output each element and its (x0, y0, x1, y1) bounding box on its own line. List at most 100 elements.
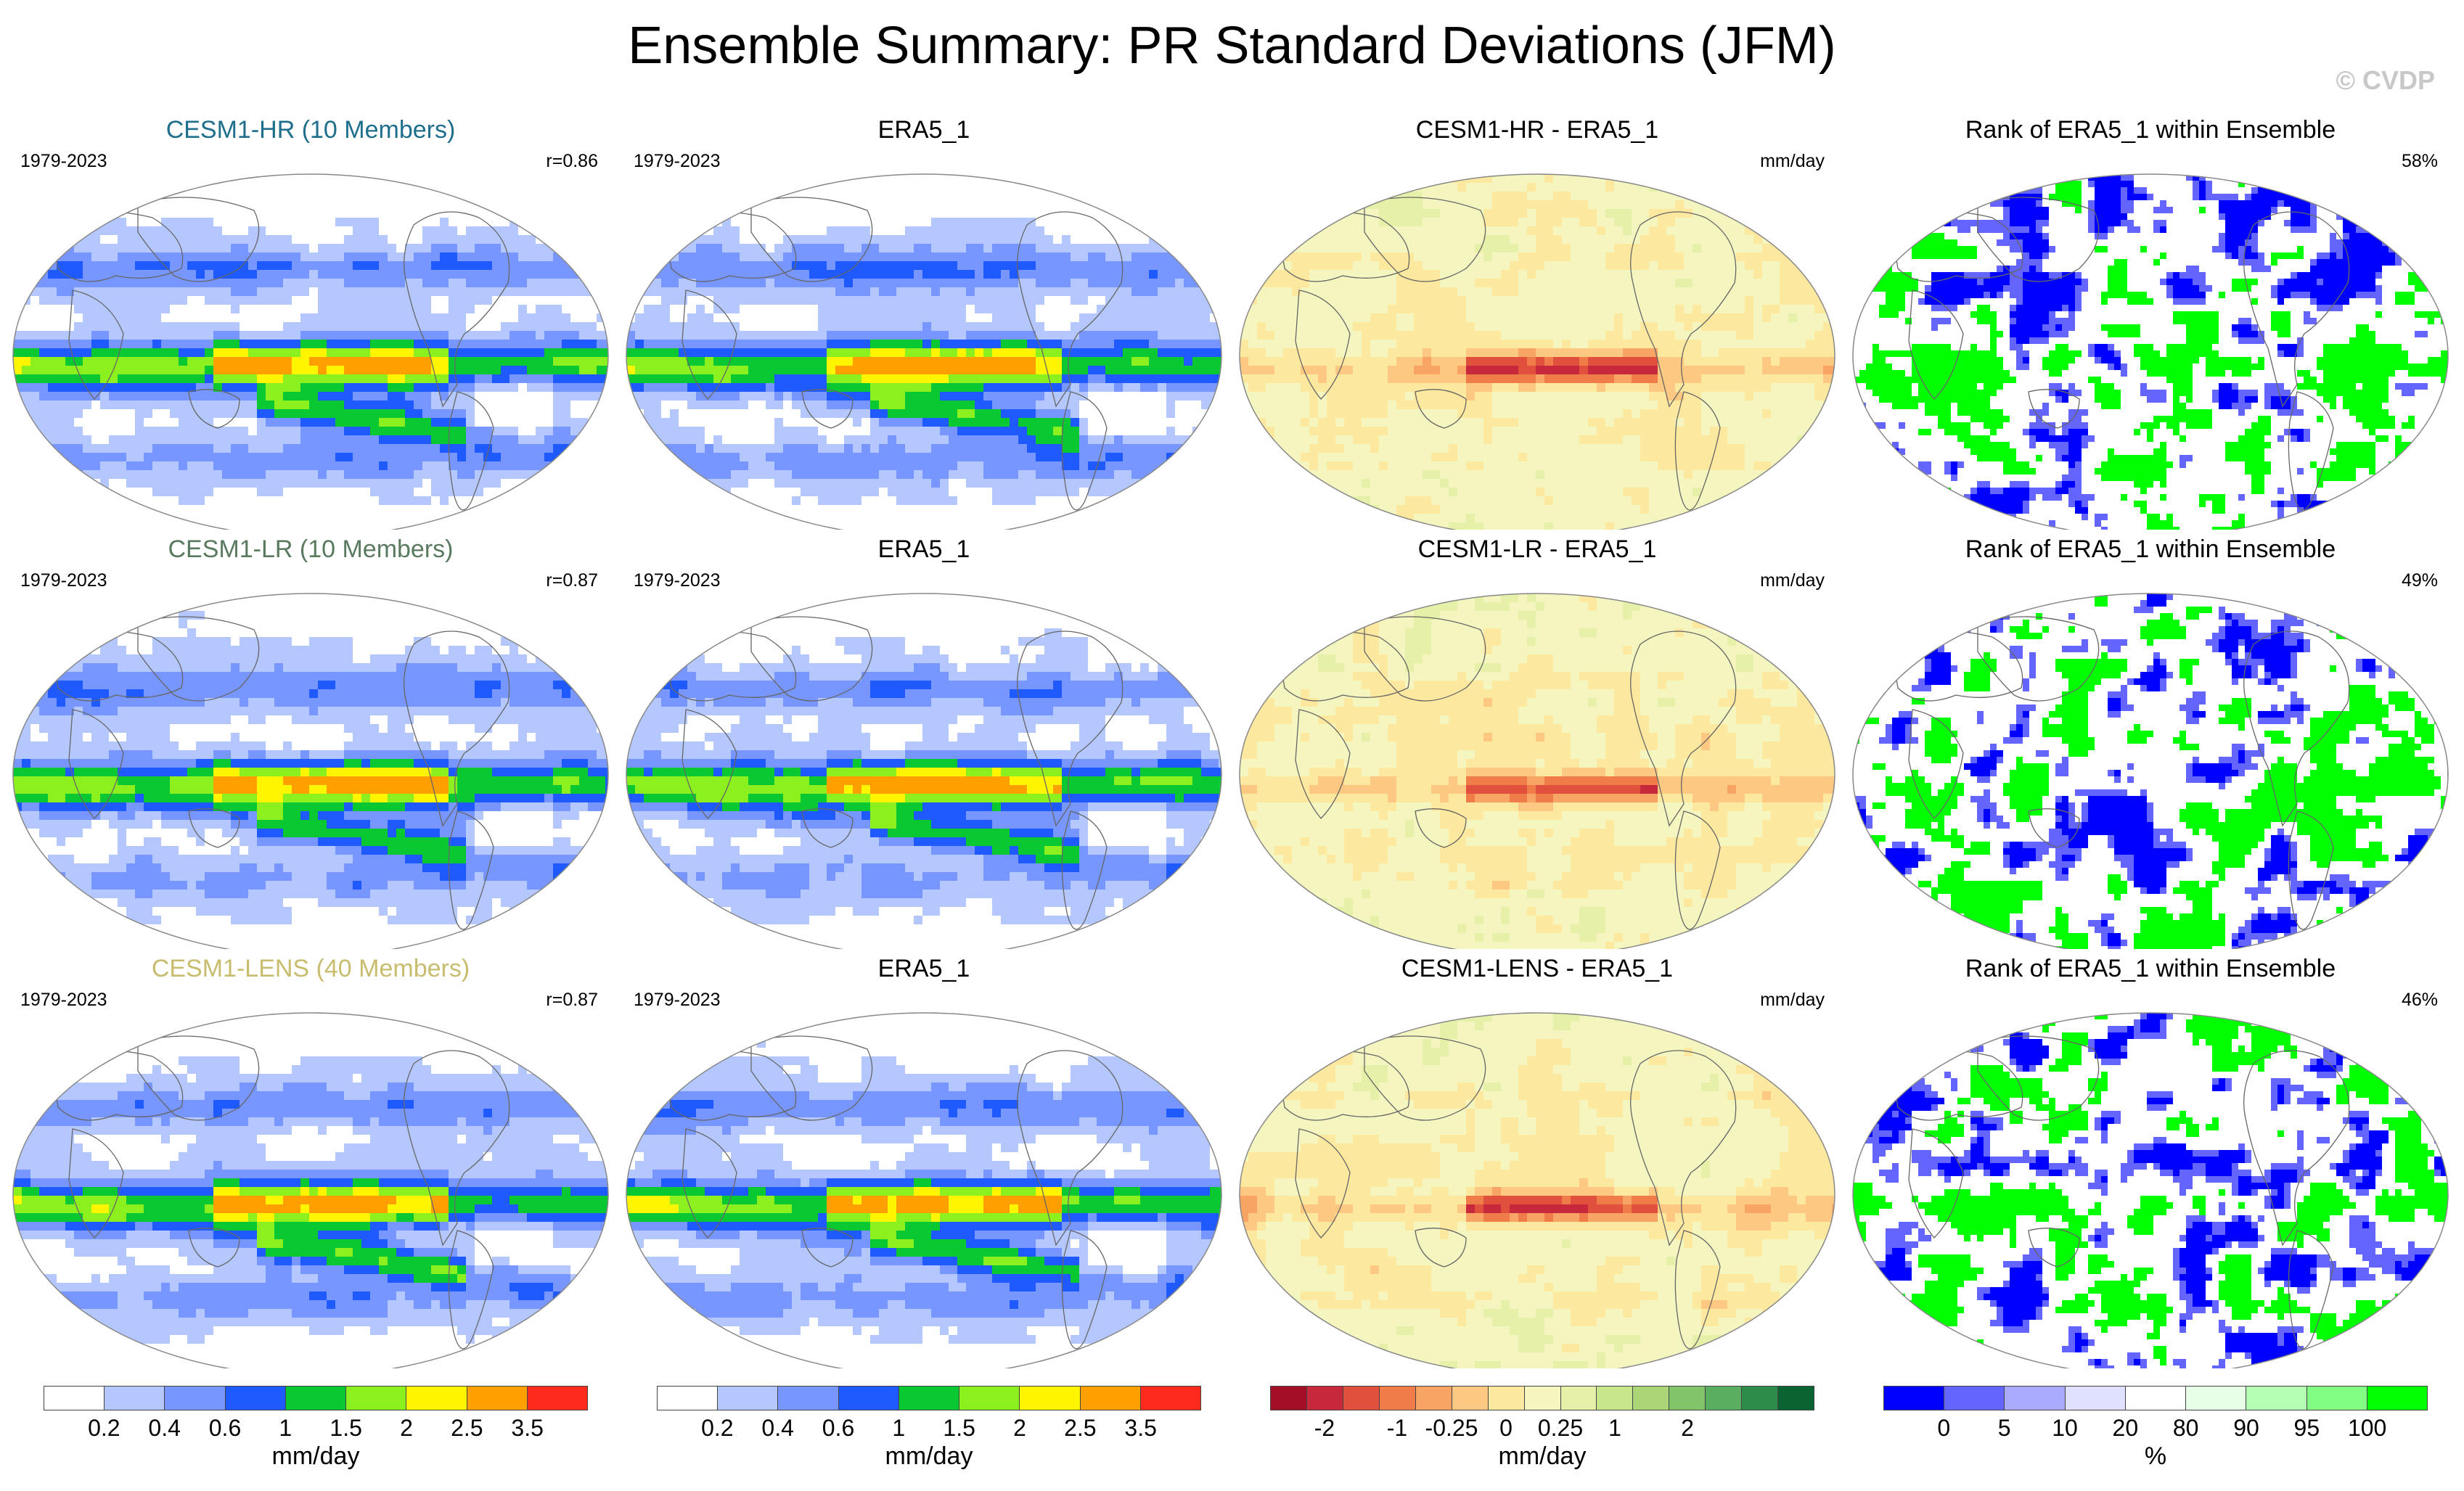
colorbar-tick-label: 1.5 (330, 1415, 361, 1442)
map-canvas (1852, 173, 2449, 530)
map-border (626, 173, 1222, 530)
map-canvas (12, 1012, 609, 1368)
map-canvas (12, 593, 609, 949)
panel-period: 1979-2023 (20, 570, 107, 591)
colorbar-unit: mm/day (1270, 1442, 1814, 1471)
map-border (1239, 1012, 1835, 1368)
colorbar-tick-label: 90 (2233, 1415, 2259, 1442)
colorbar-swatch (1020, 1386, 1081, 1410)
colorbar-swatch (1452, 1386, 1489, 1410)
figure-title: Ensemble Summary: PR Standard Deviations… (0, 16, 2464, 75)
panel-stat: r=0.87 (546, 570, 598, 591)
panel-title: ERA5_1 (621, 116, 1227, 144)
colorbar: -2 -1 -0.25 0 0.25 1 2 mm/day (1270, 1386, 1815, 1473)
map-field (1853, 174, 2448, 530)
map-field (13, 174, 608, 530)
map-border (1239, 593, 1835, 949)
panel-title: CESM1-HR - ERA5_1 (1234, 116, 1841, 144)
map-panel: Rank of ERA5_1 within Ensemble 46% (1847, 955, 2454, 1368)
map-panel: CESM1-HR (10 Members) 1979-2023 r=0.86 (7, 116, 614, 530)
map-canvas (1239, 1012, 1835, 1368)
panel-stat: 46% (2402, 990, 2438, 1011)
colorbar-tick-label: 2 (1681, 1415, 1694, 1442)
colorbar-tick-label: 20 (2113, 1415, 2139, 1442)
map-panel: CESM1-LR (10 Members) 1979-2023 r=0.87 (7, 535, 614, 949)
colorbar-swatch (899, 1386, 960, 1410)
map-border (626, 1012, 1222, 1368)
map-panel: ERA5_1 1979-2023 (621, 535, 1227, 949)
map-panel: CESM1-HR - ERA5_1 mm/day (1234, 116, 1841, 530)
map-field (1240, 1013, 1835, 1368)
colorbar-tick-label: 1 (279, 1415, 292, 1442)
panel-title: CESM1-LENS - ERA5_1 (1234, 955, 1841, 983)
map-panel: ERA5_1 1979-2023 (621, 955, 1227, 1368)
map-panel: Rank of ERA5_1 within Ensemble 49% (1847, 535, 2454, 949)
colorbar-swatch (1270, 1386, 1307, 1410)
colorbar-tick-label: 2 (1013, 1415, 1026, 1442)
colorbar-swatch (1560, 1386, 1597, 1410)
colorbar: 0.2 0.4 0.6 1 1.5 2 2.5 3.5 mm/day (44, 1386, 588, 1473)
colorbar-swatch (959, 1386, 1020, 1410)
colorbar-swatch (1742, 1386, 1779, 1410)
panel-period: 1979-2023 (20, 151, 107, 172)
panel-title: ERA5_1 (621, 955, 1227, 983)
map-panel: CESM1-LENS (40 Members) 1979-2023 r=0.87 (7, 955, 614, 1368)
colorbar-swatch (44, 1386, 105, 1410)
map-field (13, 1013, 608, 1368)
map-panel: CESM1-LR - ERA5_1 mm/day (1234, 535, 1841, 949)
colorbar-tick-label: 3.5 (511, 1415, 543, 1442)
panel-period: 1979-2023 (634, 570, 721, 591)
coastlines (50, 1035, 510, 1350)
panel-stat: 58% (2402, 151, 2438, 172)
colorbar-swatch (1488, 1386, 1525, 1410)
watermark: © CVDP (2336, 65, 2435, 96)
map-border (12, 173, 609, 530)
colorbar-swatch (1140, 1386, 1201, 1410)
map-border (1852, 1012, 2449, 1368)
map-border (626, 593, 1222, 949)
map-canvas (1239, 173, 1835, 530)
colorbar-tick-label: 0.4 (761, 1415, 793, 1442)
colorbar-tick-label: 1.5 (943, 1415, 975, 1442)
panel-stat: mm/day (1760, 570, 1825, 591)
colorbar-tick-label: 0 (1499, 1415, 1513, 1442)
colorbar-swatch (2005, 1386, 2066, 1410)
map-canvas (1852, 593, 2449, 949)
map-border (1239, 173, 1835, 530)
colorbar-swatch (1669, 1386, 1706, 1410)
colorbar-tick-label: 95 (2294, 1415, 2320, 1442)
colorbar-swatch (1706, 1386, 1743, 1410)
map-border (1852, 593, 2449, 949)
colorbar-tick-label: 2 (400, 1415, 413, 1442)
colorbar-swatch (718, 1386, 779, 1410)
map-canvas (626, 173, 1222, 530)
colorbar-tick-label: 10 (2052, 1415, 2078, 1442)
panel-title: CESM1-HR (10 Members) (7, 116, 614, 144)
map-field (626, 1013, 1221, 1368)
colorbar-swatch (2125, 1386, 2187, 1410)
colorbar-swatch (1080, 1386, 1141, 1410)
colorbar-tick-label: -2 (1314, 1415, 1335, 1442)
colorbar-tick-label: 0.6 (209, 1415, 241, 1442)
colorbar-swatch (1379, 1386, 1416, 1410)
colorbar-swatch (1415, 1386, 1452, 1410)
colorbar-tick-label: 0.25 (1538, 1415, 1583, 1442)
map-field (1853, 593, 2448, 949)
colorbar-tick-label: 0.4 (148, 1415, 180, 1442)
colorbar-swatch (105, 1386, 165, 1410)
colorbar-swatch (2065, 1386, 2126, 1410)
colorbar-swatch (1944, 1386, 2005, 1410)
map-field (626, 593, 1221, 949)
colorbar-swatch (346, 1386, 407, 1410)
colorbar-tick-label: 100 (2348, 1415, 2386, 1442)
colorbar-swatch (2246, 1386, 2307, 1410)
map-canvas (626, 593, 1222, 949)
panel-stat: mm/day (1760, 990, 1825, 1011)
map-border (1852, 173, 2449, 530)
panel-title: Rank of ERA5_1 within Ensemble (1847, 955, 2454, 983)
colorbar-swatch (527, 1386, 588, 1410)
colorbar: 0.2 0.4 0.6 1 1.5 2 2.5 3.5 mm/day (657, 1386, 1201, 1473)
map-field (1853, 1013, 2448, 1368)
coastlines (1890, 197, 2350, 511)
map-border (12, 1012, 609, 1368)
